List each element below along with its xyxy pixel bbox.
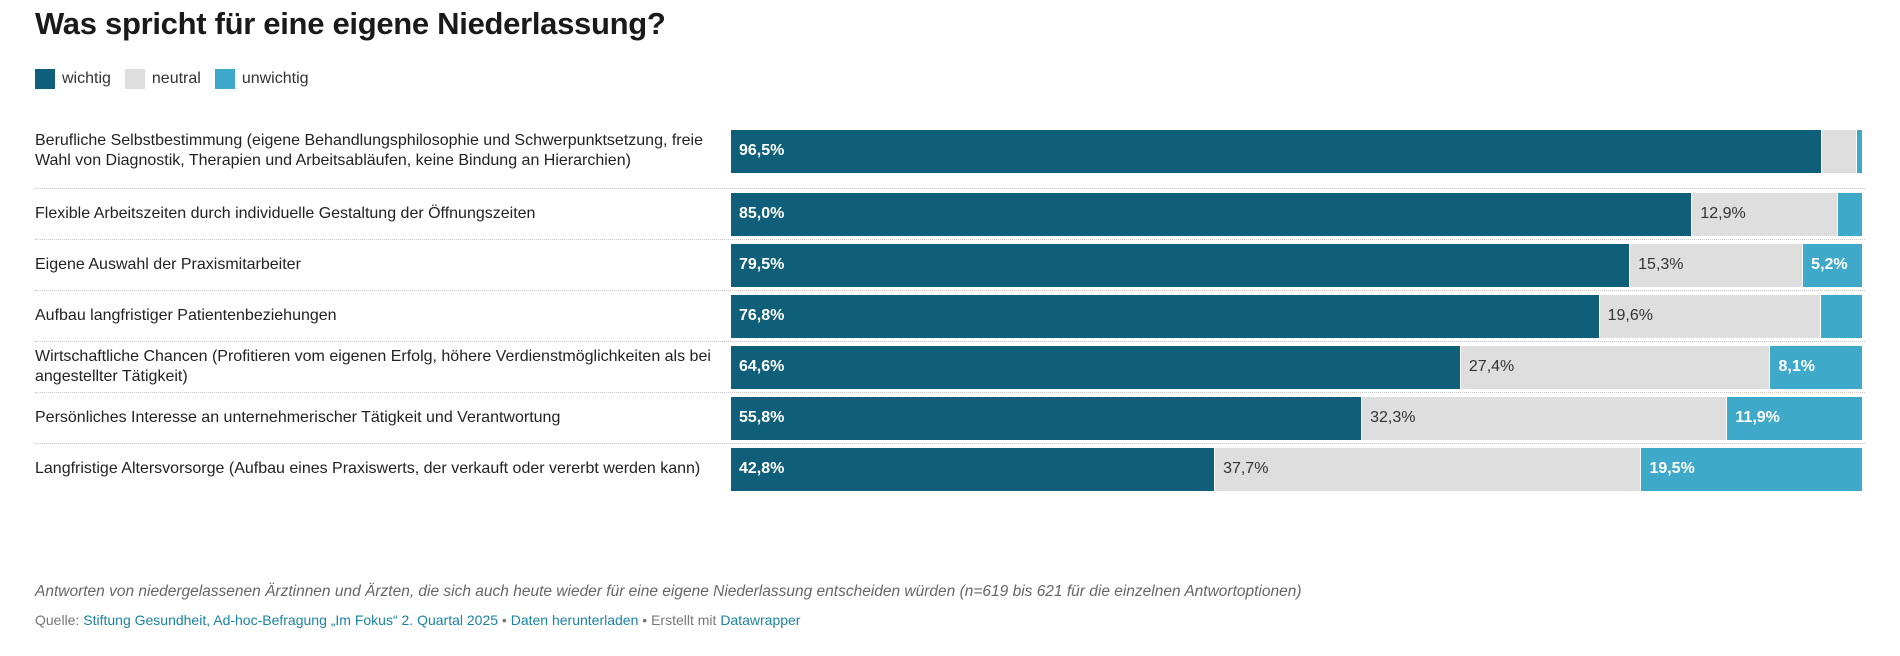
bar-segment-unwichtig: 11,9% (1727, 396, 1862, 440)
bar-value-label-neutral: 32,3% (1370, 409, 1416, 426)
legend-item-unwichtig: unwichtig (214, 69, 309, 89)
bar-segment-wichtig: 85,0% (731, 192, 1693, 236)
bar-segment-wichtig: 76,8% (731, 294, 1600, 338)
bar-value-label-neutral: 27,4% (1468, 358, 1515, 375)
bar-segment-unwichtig (1857, 129, 1862, 173)
bar-segment-unwichtig: 5,2% (1803, 243, 1862, 287)
bar-segment-neutral: 37,7% (1215, 447, 1642, 491)
legend-swatch-neutral (124, 69, 145, 89)
bar-value-label-neutral: 15,3% (1638, 256, 1684, 273)
bar-value-label-unwichtig: 8,1% (1778, 358, 1815, 375)
row-label: Langfristige Altersvorsorge (Aufbau eine… (35, 460, 701, 477)
bar-segment-neutral: 12,9% (1692, 192, 1839, 236)
stacked-bar: 42,8% 37,7% 19,5% (731, 447, 1862, 491)
bar-segment-neutral (1822, 129, 1858, 173)
chart-row: Flexible Arbeitszeiten durch individuell… (35, 189, 1865, 240)
legend-item-neutral: neutral (124, 69, 201, 89)
legend-swatch-wichtig (35, 69, 55, 89)
row-label: Wirtschaftliche Chancen (Profitieren vom… (35, 348, 711, 385)
chart-row: Aufbau langfristiger Patientenbeziehunge… (35, 291, 1865, 342)
row-label: Persönliches Interesse an unternehmerisc… (35, 409, 561, 426)
bar-segment-neutral: 27,4% (1460, 345, 1771, 389)
stacked-bar: 85,0% 12,9% (731, 192, 1862, 236)
bar-segment-unwichtig (1821, 294, 1862, 338)
bar-value-label-neutral: 12,9% (1700, 205, 1746, 222)
bar-value-label-neutral: 19,6% (1607, 307, 1653, 324)
bar-segment-neutral: 15,3% (1630, 243, 1804, 287)
legend-label-neutral: neutral (151, 70, 201, 87)
bar-segment-wichtig: 55,8% (731, 396, 1363, 440)
stacked-bar: 64,6% 27,4% 8,1% (731, 345, 1862, 389)
bar-segment-unwichtig: 8,1% (1770, 345, 1862, 389)
source-link[interactable]: Stiftung Gesundheit, Ad-hoc-Befragung „I… (83, 612, 499, 628)
bar-value-label-wichtig: 96,5% (739, 142, 785, 159)
row-label: Flexible Arbeitszeiten durch individuell… (35, 205, 536, 222)
legend: wichtig neutral unwichtig (35, 69, 323, 89)
created-with-text: • Erstellt mit (638, 612, 721, 628)
chart-title: Was spricht für eine eigene Niederlassun… (35, 6, 666, 41)
stacked-bar: 79,5% 15,3% 5,2% (731, 243, 1862, 287)
datawrapper-link[interactable]: Datawrapper (720, 612, 801, 628)
bar-segment-neutral: 32,3% (1362, 396, 1728, 440)
chart-row: Wirtschaftliche Chancen (Profitieren vom… (35, 342, 1865, 393)
row-label: Aufbau langfristiger Patientenbeziehunge… (35, 307, 337, 324)
bar-segment-unwichtig (1838, 192, 1862, 236)
bar-value-label-unwichtig: 19,5% (1649, 460, 1695, 477)
bar-value-label-neutral: 37,7% (1223, 460, 1269, 477)
stacked-bar: 76,8% 19,6% (731, 294, 1862, 338)
bar-value-label-wichtig: 79,5% (739, 256, 785, 273)
row-label: Eigene Auswahl der Praxismitarbeiter (35, 256, 301, 273)
legend-label-wichtig: wichtig (62, 70, 111, 87)
chart-notes: Antworten von niedergelassenen Ärztinnen… (35, 583, 1302, 600)
bar-value-label-wichtig: 55,8% (739, 409, 785, 426)
chart-rows: Berufliche Selbstbestimmung (eigene Beha… (35, 114, 1865, 494)
legend-swatch-unwichtig (214, 69, 235, 89)
chart-row: Berufliche Selbstbestimmung (eigene Beha… (35, 114, 1865, 189)
chart-row: Eigene Auswahl der Praxismitarbeiter 79,5… (35, 240, 1865, 291)
bar-segment-wichtig: 96,5% (731, 129, 1823, 173)
chart-row: Langfristige Altersvorsorge (Aufbau eine… (35, 444, 1865, 494)
bar-segment-wichtig: 42,8% (731, 447, 1216, 491)
bar-value-label-unwichtig: 5,2% (1811, 256, 1848, 273)
source-prefix: Quelle: (35, 612, 84, 628)
row-label: Berufliche Selbstbestimmung (eigene Beha… (35, 132, 703, 169)
source-line: Quelle: Stiftung Gesundheit, Ad-hoc-Befr… (35, 612, 800, 628)
separator: • (498, 612, 511, 628)
stacked-bar: 55,8% 32,3% 11,9% (731, 396, 1862, 440)
bar-value-label-wichtig: 42,8% (739, 460, 785, 477)
bar-value-label-wichtig: 85,0% (739, 205, 785, 222)
legend-label-unwichtig: unwichtig (241, 70, 309, 87)
bar-value-label-wichtig: 64,6% (739, 358, 785, 375)
download-data-link[interactable]: Daten herunterladen (510, 612, 639, 628)
chart-row: Persönliches Interesse an unternehmerisc… (35, 393, 1865, 444)
stacked-bar: 96,5% (731, 129, 1862, 173)
bar-segment-neutral: 19,6% (1599, 294, 1822, 338)
bar-segment-wichtig: 64,6% (731, 345, 1461, 389)
bar-value-label-wichtig: 76,8% (739, 307, 785, 324)
bar-segment-unwichtig: 19,5% (1641, 447, 1862, 491)
bar-value-label-unwichtig: 11,9% (1735, 409, 1780, 426)
bar-segment-wichtig: 79,5% (731, 243, 1631, 287)
legend-item-wichtig: wichtig (35, 69, 111, 89)
